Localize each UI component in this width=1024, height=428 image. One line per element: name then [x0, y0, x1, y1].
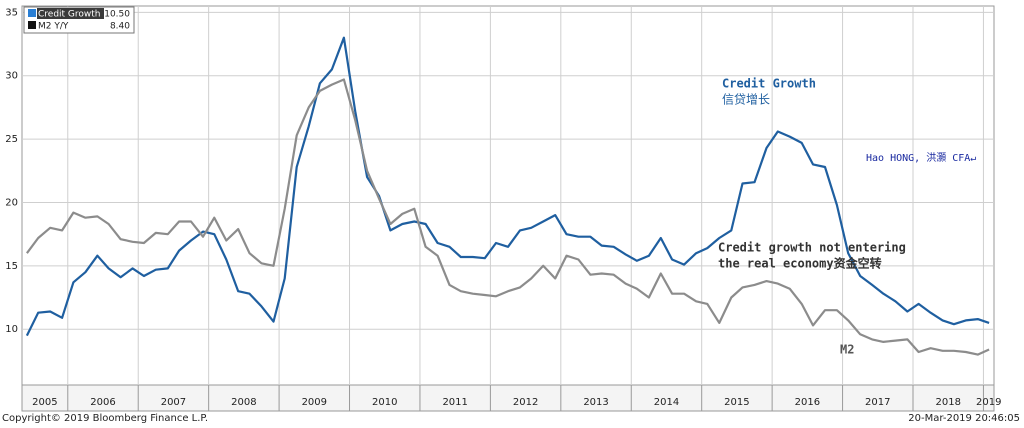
- x-tick-label: 2014: [654, 397, 679, 408]
- x-tick-label: 2008: [231, 397, 256, 408]
- y-tick-label: 30: [5, 71, 18, 82]
- x-axis-band: [21, 384, 995, 412]
- x-tick-label: 2016: [795, 397, 820, 408]
- legend-label: Credit Growth: [38, 10, 101, 20]
- lines: [25, 36, 990, 356]
- x-tick-label: 2015: [724, 397, 749, 408]
- annotation: Credit Growth: [722, 77, 816, 91]
- legend-label: M2 Y/Y: [38, 22, 69, 32]
- legend-swatch: [28, 9, 36, 17]
- x-tick-label: 2010: [372, 397, 397, 408]
- annotation: Credit growth not entering: [718, 241, 906, 255]
- x-tick-label: 2013: [583, 397, 608, 408]
- y-tick-label: 25: [5, 134, 18, 145]
- footer-right: 20-Mar-2019 20:46:05: [908, 413, 1020, 424]
- annotation: M2: [840, 343, 854, 357]
- x-tick-label: 2012: [513, 397, 538, 408]
- series-line: [25, 36, 990, 337]
- footer-left: Copyright© 2019 Bloomberg Finance L.P.: [2, 413, 208, 424]
- x-tick-label: 2006: [90, 397, 115, 408]
- annotation-sub: the real economy资金空转: [718, 256, 882, 271]
- y-tick-label: 20: [5, 197, 18, 208]
- plot-area: [21, 5, 995, 386]
- grid: 10 15 20 25 30 35 2005 2006 2007 2008 2009 2010 2011…: [5, 6, 1001, 411]
- y-tick-label: 35: [5, 7, 18, 18]
- x-tick-label: 2018: [935, 397, 960, 408]
- legend-value: 8.40: [110, 22, 130, 32]
- legend: Credit Growth 10.50 M2 Y/Y 8.40: [23, 6, 135, 34]
- legend-swatch: [28, 21, 36, 29]
- x-tick-label: 2007: [161, 397, 186, 408]
- y-tick-label: 10: [5, 324, 18, 335]
- annotation-sub: 信贷增长: [722, 93, 770, 107]
- x-tick-label: 2005: [32, 397, 57, 408]
- legend-highlight: [37, 8, 104, 19]
- legend-value: 10.50: [104, 10, 130, 20]
- y-tick-label: 15: [5, 261, 18, 272]
- x-tick-label: 2017: [865, 397, 890, 408]
- x-tick-label: 2019: [976, 397, 1001, 408]
- x-tick-label: 2011: [442, 397, 467, 408]
- x-tick-label: 2009: [302, 397, 327, 408]
- annotation: Hao HONG, 洪灝 CFA↵: [866, 152, 976, 164]
- series-line: [26, 78, 990, 356]
